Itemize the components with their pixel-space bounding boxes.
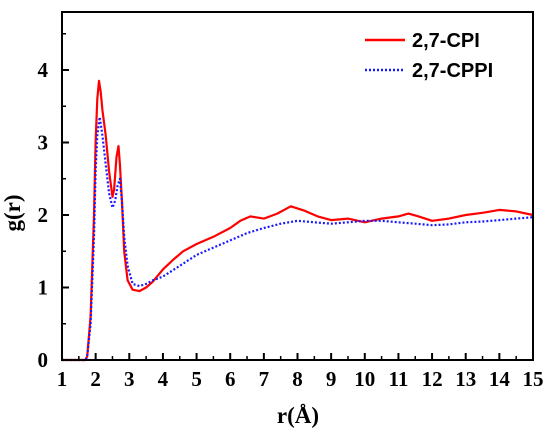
x-tick-label: 1 [57,367,68,391]
series-line-1 [62,116,534,362]
x-tick-label: 15 [523,367,544,391]
y-tick-label: 0 [38,348,49,372]
legend: 2,7-CPI 2,7-CPPI [365,30,493,82]
x-tick-label: 9 [326,367,337,391]
x-tick-label: 7 [259,367,270,391]
y-tick-label: 4 [38,58,49,82]
x-tick-label: 10 [354,367,375,391]
x-axis-title: r(Å) [277,403,319,428]
axis-ticks [61,33,534,361]
x-tick-label: 4 [158,367,169,391]
x-tick-label: 8 [292,367,303,391]
legend-label-1: 2,7-CPPI [412,60,493,82]
y-tick-label: 2 [38,203,49,227]
series-line-0 [62,79,534,362]
y-tick-label: 3 [38,131,49,155]
x-tick-label: 3 [124,367,135,391]
x-tick-label: 14 [489,367,511,391]
legend-label-0: 2,7-CPI [412,30,480,52]
x-tick-label: 5 [191,367,202,391]
plot-lines [62,79,534,362]
x-tick-label: 13 [455,367,476,391]
y-tick-label: 1 [38,276,49,300]
x-tick-label: 11 [389,367,409,391]
x-tick-label: 2 [90,367,101,391]
x-tick-label: 6 [225,367,236,391]
x-tick-label: 12 [422,367,443,391]
y-axis-title: g(r) [0,194,25,231]
